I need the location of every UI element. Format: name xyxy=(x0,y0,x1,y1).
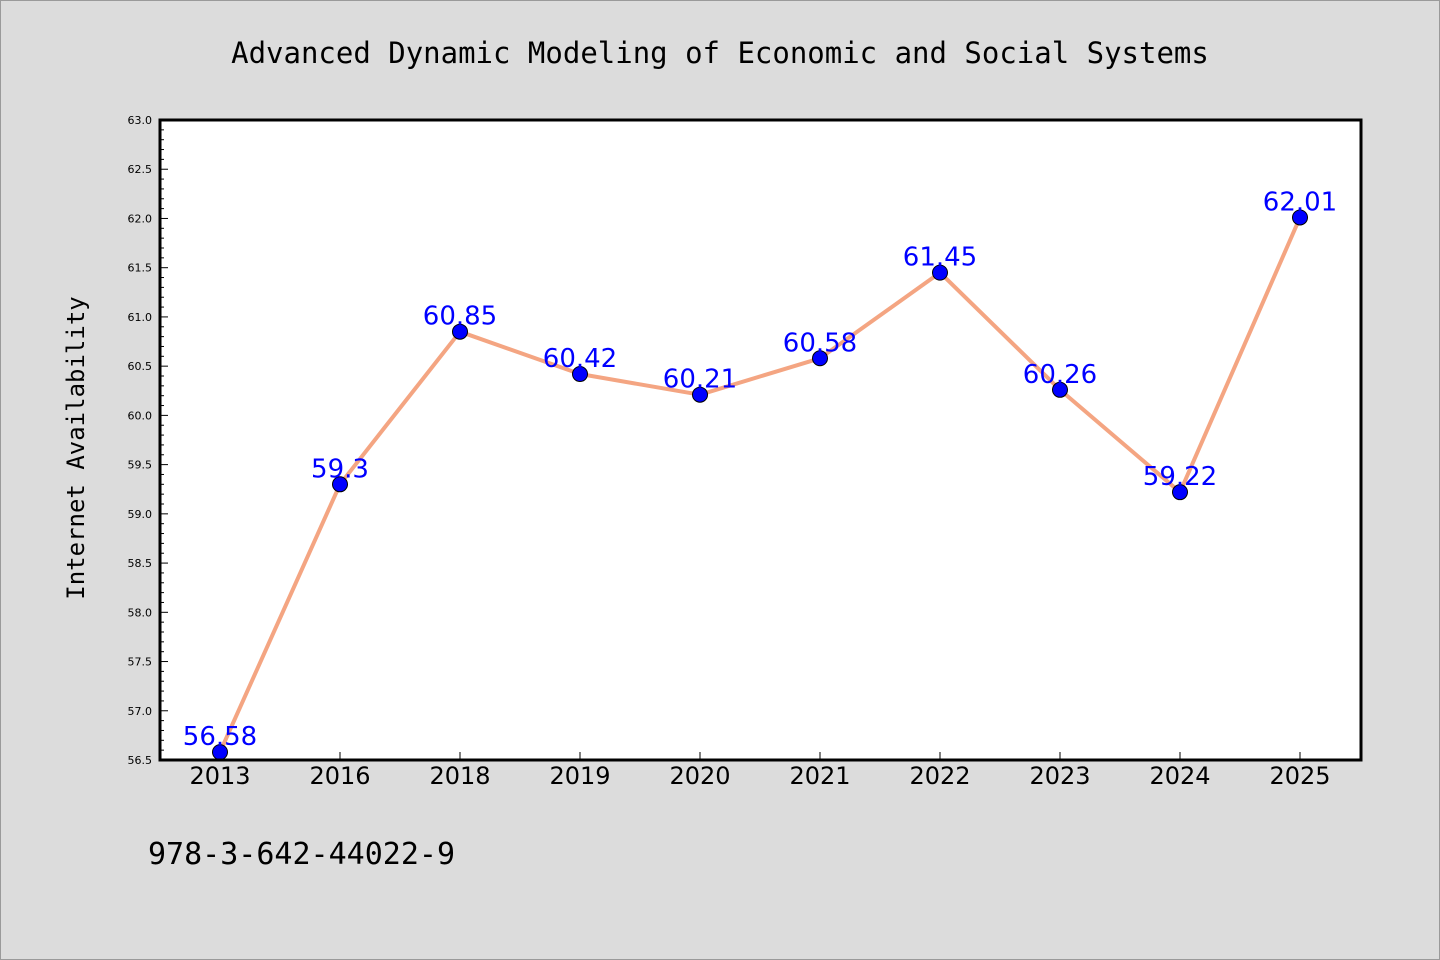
x-axis-ticks: 2013 2016 2018 2019 2020 2021 2022 2023 2024 2025 xyxy=(189,752,1331,790)
data-point xyxy=(1292,209,1308,226)
x-tick-label: 2019 xyxy=(549,762,610,790)
data-markers xyxy=(212,209,1308,761)
y-tick-label: 56.5 xyxy=(128,754,153,767)
x-tick-label: 2022 xyxy=(909,762,970,790)
data-point xyxy=(932,264,948,281)
x-tick-label: 2024 xyxy=(1149,762,1210,790)
data-label: 59.22 xyxy=(1143,462,1217,492)
x-tick-label: 2020 xyxy=(669,762,730,790)
data-point xyxy=(812,350,828,367)
data-label: 60.42 xyxy=(543,344,617,374)
data-label: 61.45 xyxy=(903,243,977,273)
y-tick-label: 57.0 xyxy=(128,705,153,718)
data-label: 60.85 xyxy=(423,302,497,332)
y-axis-ticks: 56.5 57.0 57.5 58.0 58.5 59.0 59.5 60.0 60.5 61.0… xyxy=(128,114,168,767)
y-tick-label: 62.0 xyxy=(128,212,153,225)
data-label: 60.58 xyxy=(783,328,857,358)
x-tick-label: 2023 xyxy=(1029,762,1090,790)
data-label: 56.58 xyxy=(183,722,257,752)
x-tick-label: 2016 xyxy=(309,762,370,790)
y-tick-label: 63.0 xyxy=(128,114,153,127)
y-tick-label: 57.5 xyxy=(128,656,153,669)
data-point xyxy=(1052,381,1068,398)
y-axis-label: Internet Availability xyxy=(62,296,90,599)
x-tick-label: 2013 xyxy=(189,762,250,790)
y-tick-label: 62.5 xyxy=(128,163,153,176)
series-line xyxy=(218,215,1302,755)
data-point xyxy=(332,476,348,493)
data-label: 60.26 xyxy=(1023,360,1097,390)
y-tick-label: 58.5 xyxy=(128,557,153,570)
y-tick-label: 61.0 xyxy=(128,311,153,324)
y-tick-label: 61.5 xyxy=(128,262,153,275)
plot-area xyxy=(160,120,1361,760)
y-tick-label: 60.0 xyxy=(128,409,153,422)
y-tick-label: 58.0 xyxy=(128,606,153,619)
x-tick-label: 2021 xyxy=(789,762,850,790)
x-tick-label: 2025 xyxy=(1269,762,1330,790)
isbn-text: 978-3-642-44022-9 xyxy=(148,837,455,872)
data-point xyxy=(452,323,468,340)
x-tick-label: 2018 xyxy=(429,762,490,790)
data-point xyxy=(692,386,708,403)
chart-title: Advanced Dynamic Modeling of Economic an… xyxy=(231,36,1209,70)
data-label: 59.3 xyxy=(311,454,369,484)
plot-border xyxy=(158,118,1363,762)
data-labels: 56.58 59.3 60.85 60.42 60.21 60.58 61.45 60.26 5… xyxy=(183,187,1337,752)
data-label: 60.21 xyxy=(663,365,737,395)
data-point xyxy=(572,366,588,383)
y-tick-label: 60.5 xyxy=(128,360,153,373)
data-label: 62.01 xyxy=(1263,187,1337,217)
y-tick-label: 59.0 xyxy=(128,508,153,521)
y-tick-label: 59.5 xyxy=(128,459,153,472)
data-point xyxy=(1172,484,1188,501)
